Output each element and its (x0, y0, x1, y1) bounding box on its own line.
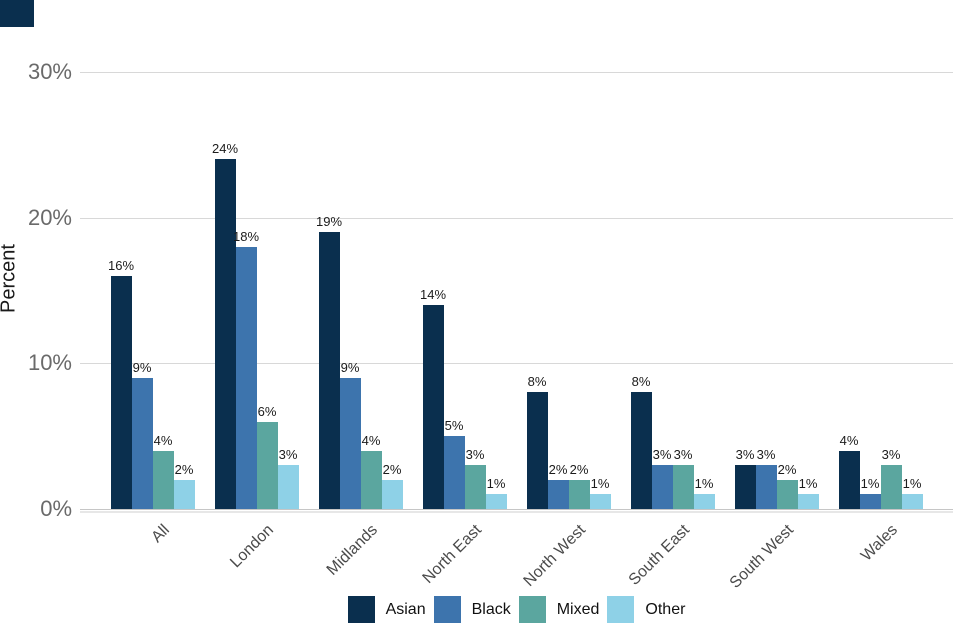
legend: Asian Black Mixed Other (80, 596, 953, 623)
bar-black-north-east (444, 436, 465, 509)
bar-asian-north-west (527, 392, 548, 509)
bar-value-label: 3% (278, 447, 298, 462)
bar-black-london (236, 247, 257, 509)
bar-black-wales (860, 494, 881, 509)
bar-value-label: 2% (382, 462, 402, 477)
bar-asian-north-east (423, 305, 444, 509)
legend-swatch-mixed (518, 596, 546, 623)
bar-value-label: 19% (315, 214, 343, 229)
bar-value-label: 3% (465, 447, 485, 462)
y-axis-tick-label: 10% (27, 350, 72, 375)
bar-asian-london (215, 159, 236, 509)
legend-label: Mixed (556, 600, 600, 618)
bar-value-label: 4% (839, 433, 859, 448)
bar-asian-all (111, 276, 132, 509)
bar-value-label: 24% (211, 141, 239, 156)
bar-other-all (174, 480, 195, 509)
bar-value-label: 5% (444, 418, 464, 433)
bar-value-label: 8% (631, 374, 651, 389)
bar-asian-midlands (319, 232, 340, 509)
bar-other-wales (902, 494, 923, 509)
bar-value-label: 14% (419, 287, 447, 302)
bar-asian-wales (839, 451, 860, 509)
bar-value-label: 3% (881, 447, 901, 462)
bar-value-label: 3% (673, 447, 693, 462)
bar-value-label: 1% (860, 476, 880, 491)
bar-value-label: 2% (548, 462, 568, 477)
bar-asian-south-west (735, 465, 756, 509)
bar-mixed-wales (881, 465, 902, 509)
bar-value-label: 9% (132, 360, 152, 375)
legend-item-asian: Asian (347, 596, 426, 623)
bar-value-label: 4% (153, 433, 173, 448)
bar-black-south-west (756, 465, 777, 509)
bar-value-label: 1% (798, 476, 818, 491)
gridline-20 (80, 218, 953, 219)
gridline-30 (80, 72, 953, 73)
bar-value-label: 3% (735, 447, 755, 462)
y-axis-tick-label: 20% (27, 205, 72, 230)
bar-value-label: 8% (527, 374, 547, 389)
legend-label: Black (471, 600, 511, 618)
bar-other-london (278, 465, 299, 509)
bar-value-label: 18% (232, 229, 260, 244)
bar-value-label: 9% (340, 360, 360, 375)
y-axis-tick-label: 0% (40, 496, 72, 521)
bar-value-label: 4% (361, 433, 381, 448)
bar-other-north-west (590, 494, 611, 509)
legend-item-mixed: Mixed (518, 596, 600, 623)
legend-swatch-other (607, 596, 635, 623)
bar-other-south-west (798, 494, 819, 509)
bar-mixed-south-west (777, 480, 798, 509)
bar-black-all (132, 378, 153, 509)
bar-black-south-east (652, 465, 673, 509)
bar-value-label: 2% (174, 462, 194, 477)
bar-value-label: 1% (486, 476, 506, 491)
bar-value-label: 3% (756, 447, 776, 462)
bar-mixed-all (153, 451, 174, 509)
gridline-10 (80, 363, 953, 364)
bar-value-label: 1% (902, 476, 922, 491)
bar-other-south-east (694, 494, 715, 509)
bar-black-midlands (340, 378, 361, 509)
bar-other-north-east (486, 494, 507, 509)
bar-value-label: 2% (569, 462, 589, 477)
bar-mixed-midlands (361, 451, 382, 509)
bar-black-north-west (548, 480, 569, 509)
y-axis-tick-label: 30% (27, 59, 72, 84)
bar-mixed-north-east (465, 465, 486, 509)
bar-other-midlands (382, 480, 403, 509)
bar-value-label: 1% (694, 476, 714, 491)
bar-mixed-south-east (673, 465, 694, 509)
legend-swatch-asian (347, 596, 375, 623)
bar-mixed-north-west (569, 480, 590, 509)
legend-swatch-black (433, 596, 461, 623)
bar-value-label: 2% (777, 462, 797, 477)
legend-label: Other (645, 600, 686, 618)
bar-mixed-london (257, 422, 278, 509)
bar-value-label: 16% (107, 258, 135, 273)
legend-item-other: Other (607, 596, 685, 623)
bar-value-label: 3% (652, 447, 672, 462)
corner-mark (0, 0, 34, 27)
gridline-0 (80, 509, 953, 510)
bar-value-label: 1% (590, 476, 610, 491)
x-axis-line (80, 511, 953, 513)
bar-value-label: 6% (257, 404, 277, 419)
legend-label: Asian (385, 600, 426, 618)
legend-item-black: Black (433, 596, 511, 623)
bar-asian-south-east (631, 392, 652, 509)
